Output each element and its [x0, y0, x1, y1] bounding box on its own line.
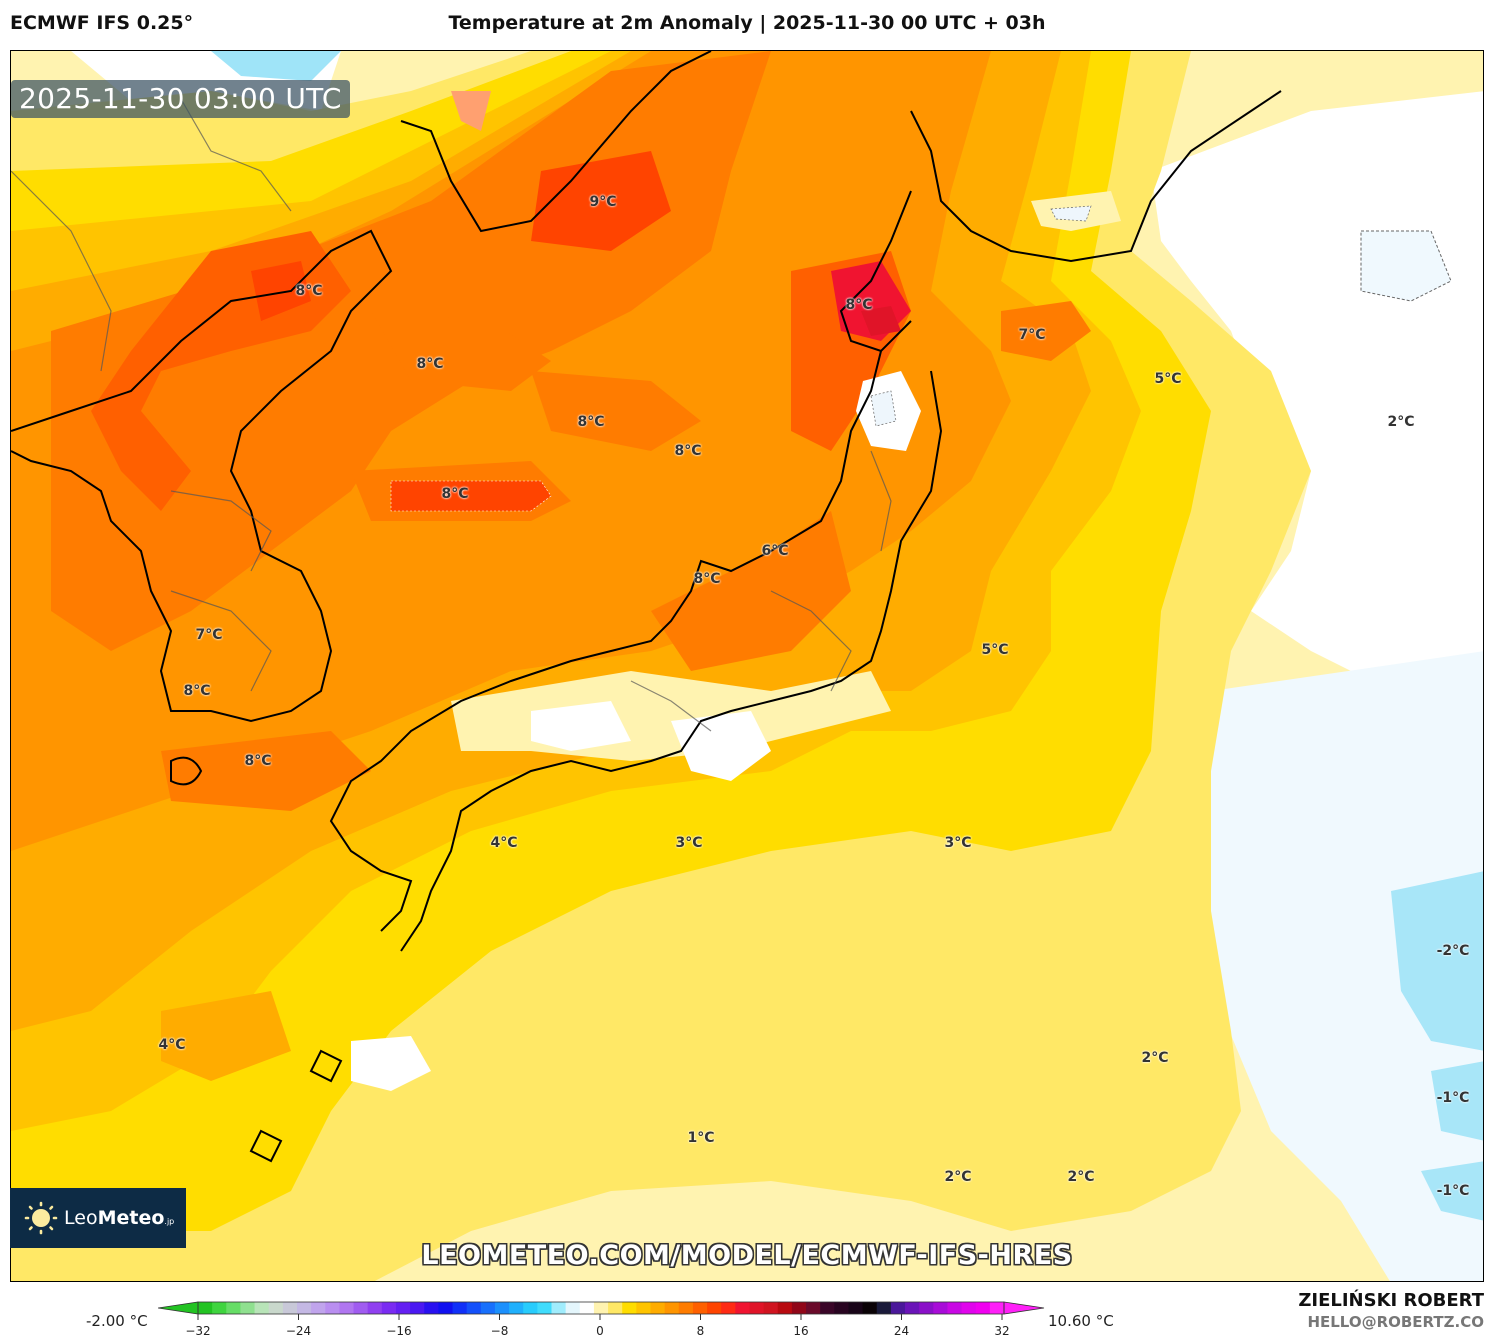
logo-text-bold: Meteo: [97, 1207, 165, 1229]
contour-label: 8°C: [674, 443, 702, 459]
logo-text-suffix: .jp: [164, 1217, 175, 1226]
chart-title: Temperature at 2m Anomaly | 2025-11-30 0…: [0, 12, 1494, 34]
contour-label: 3°C: [675, 835, 703, 851]
colorbar-tick-label: 8: [696, 1324, 705, 1338]
contour-label: 1°C: [687, 1130, 715, 1146]
contour-label: 8°C: [845, 297, 873, 313]
colorbar-tick-label: −24: [285, 1324, 312, 1338]
anomaly-map: 2025-11-30 03:00 UTC 9°C 8°C 8°C 8°C 8°C 8°C 8…: [10, 50, 1484, 1282]
contour-label: 2°C: [1141, 1050, 1169, 1066]
contour-label: 7°C: [1018, 327, 1046, 343]
colorbar-gradient: [157, 1301, 1045, 1320]
contour-label: 2°C: [944, 1169, 972, 1185]
contour-label: 8°C: [577, 414, 605, 430]
sun-icon: [24, 1201, 58, 1235]
contour-label: 8°C: [441, 486, 469, 502]
colorbar-max-label: 10.60 °C: [1048, 1312, 1114, 1330]
colorbar-tick-label: 16: [793, 1324, 809, 1338]
contour-label: 4°C: [158, 1037, 186, 1053]
contour-label: 5°C: [1154, 371, 1182, 387]
contour-label: -2°C: [1436, 943, 1470, 959]
contour-label: 8°C: [295, 283, 323, 299]
leometeo-logo: LeoMeteo.jp: [10, 1188, 186, 1248]
contour-label: 2°C: [1387, 414, 1415, 430]
colorbar-tick-label: −16: [386, 1324, 412, 1338]
contour-label: 8°C: [183, 683, 211, 699]
contour-label: -1°C: [1436, 1090, 1470, 1106]
contour-label: 2°C: [1067, 1169, 1095, 1185]
author-name: ZIELIŃSKI ROBERT: [1298, 1290, 1484, 1311]
contour-label: 9°C: [589, 194, 617, 210]
contour-label: 5°C: [981, 642, 1009, 658]
colorbar-tick-label: 0: [596, 1324, 604, 1338]
contour-label: -1°C: [1436, 1183, 1470, 1199]
author-email[interactable]: HELLO@ROBERTZ.CO: [1307, 1313, 1484, 1331]
contour-label: 4°C: [490, 835, 518, 851]
map-fill: [11, 51, 1483, 1281]
colorbar-tick-label: 32: [994, 1324, 1010, 1338]
colorbar: [157, 1300, 1048, 1328]
contour-label: 8°C: [693, 571, 721, 587]
model-label: ECMWF IFS 0.25°: [10, 12, 194, 34]
chart-title-text: Temperature at 2m Anomaly | 2025-11-30 0…: [448, 12, 1046, 34]
contour-label: 7°C: [195, 627, 223, 643]
contour-label: 3°C: [944, 835, 972, 851]
timestamp-badge: 2025-11-30 03:00 UTC: [11, 80, 350, 118]
contour-label: 6°C: [761, 543, 789, 559]
logo-text: LeoMeteo.jp: [64, 1207, 174, 1229]
contour-label: 8°C: [416, 356, 444, 372]
colorbar-tick-label: 24: [893, 1324, 910, 1338]
logo-text-light: Leo: [64, 1207, 98, 1229]
model-url-watermark: LEOMETEO.COM/MODEL/ECMWF-IFS-HRES: [421, 1240, 1073, 1271]
colorbar-tick-label: −8: [490, 1324, 509, 1338]
colorbar-tick-label: −32: [185, 1324, 211, 1338]
colorbar-min-label: -2.00 °C: [86, 1312, 148, 1330]
contour-label: 8°C: [244, 753, 272, 769]
